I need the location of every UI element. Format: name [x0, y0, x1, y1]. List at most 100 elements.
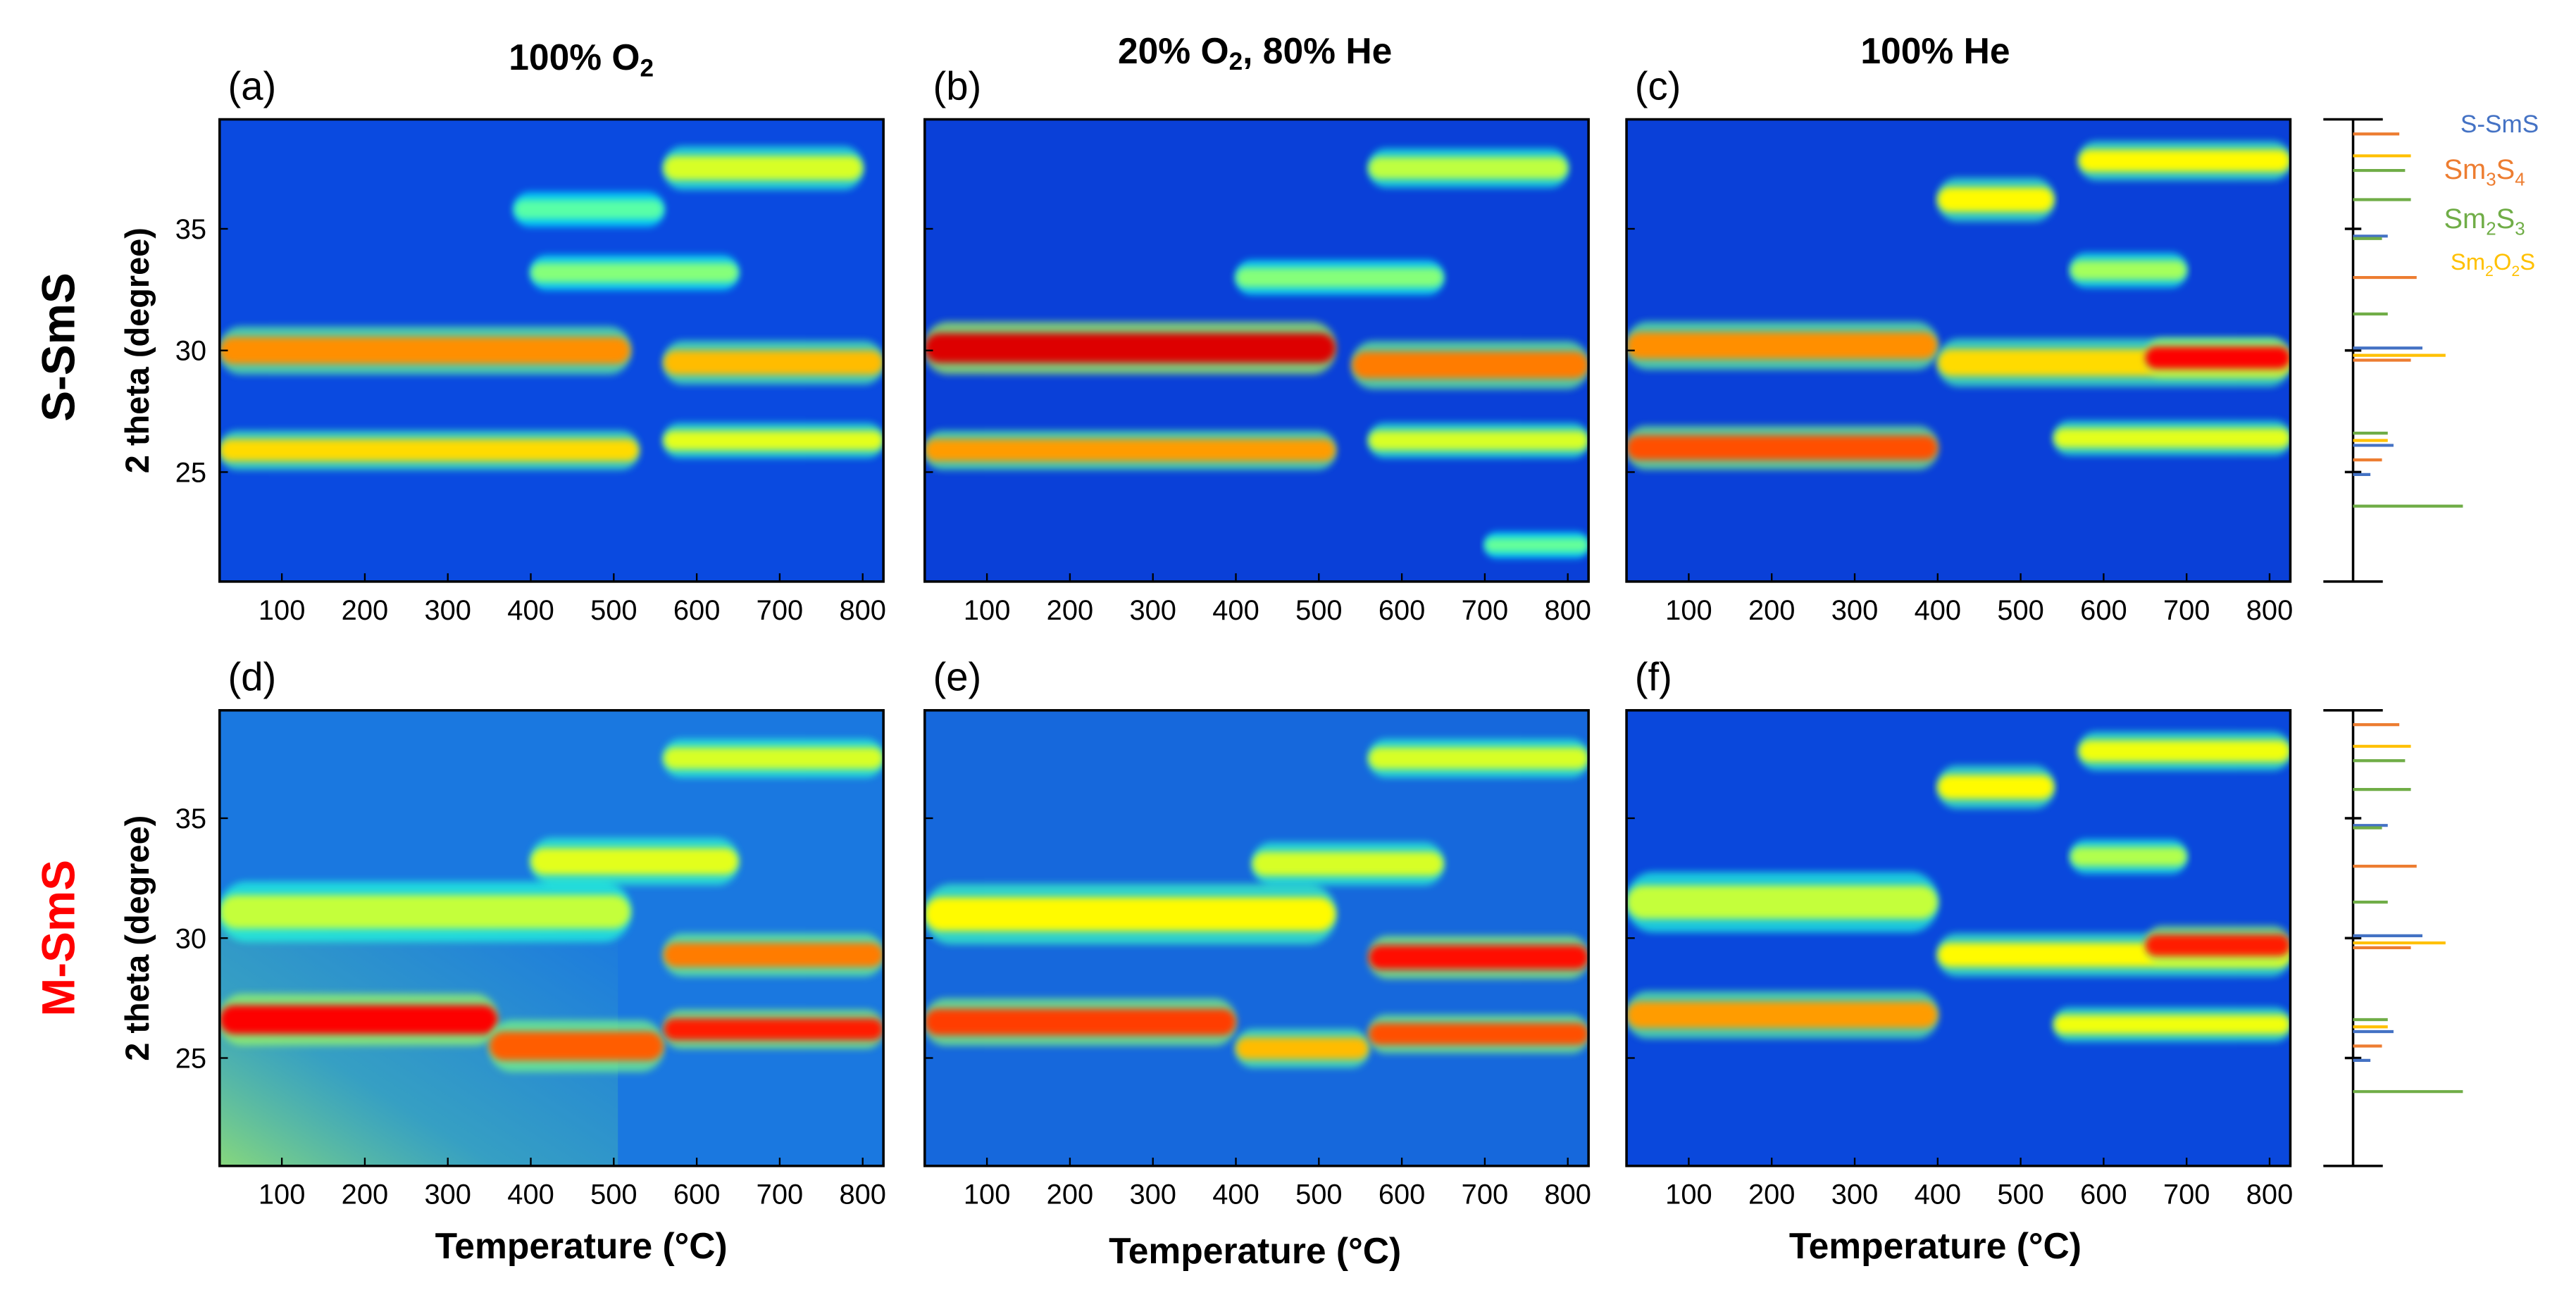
- diffraction-band: [1368, 157, 1568, 180]
- diffraction-band: [1368, 945, 1589, 970]
- diffraction-band: [663, 430, 884, 451]
- diffraction-band: [1236, 1037, 1369, 1060]
- x-tick-label: 200: [342, 595, 388, 626]
- diffraction-band: [1626, 1001, 1938, 1028]
- diffraction-band: [1937, 187, 2054, 212]
- panel-f: (f) 100 200 300 400 500 600 700 800: [1625, 655, 2293, 1210]
- diffraction-band: [663, 1018, 884, 1040]
- x-tick-label: 800: [2246, 1179, 2293, 1210]
- y-tick-label: 35: [175, 803, 206, 834]
- diffraction-band: [219, 1005, 498, 1034]
- x-tick-label: 400: [507, 595, 554, 626]
- diffraction-band: [1352, 351, 1589, 379]
- diffraction-band: [1368, 747, 1589, 770]
- diffraction-band: [2053, 428, 2291, 448]
- panel-c: (c) 100 200 300 400 500 600 700 800: [1625, 63, 2293, 626]
- x-tick-label: 200: [1047, 1179, 1093, 1210]
- diffraction-band: [514, 199, 664, 220]
- panel-id-label: (d): [228, 655, 277, 699]
- diffraction-band: [219, 894, 630, 929]
- diffraction-band: [1236, 268, 1444, 287]
- diffraction-band: [663, 156, 863, 180]
- diffraction-band: [924, 333, 1336, 363]
- diffraction-band: [2145, 346, 2291, 369]
- x-tick-label: 400: [1915, 595, 1961, 626]
- diffraction-band: [2145, 934, 2291, 956]
- column-header-2: 100% He: [1860, 30, 2010, 71]
- diffraction-band: [924, 897, 1336, 932]
- x-tick-label: 700: [2163, 595, 2210, 626]
- x-tick-label: 200: [342, 1179, 388, 1210]
- diffraction-band: [219, 439, 639, 461]
- diffraction-band: [924, 439, 1336, 461]
- panel-id-label: (b): [933, 63, 981, 108]
- x-tick-label: 600: [673, 595, 720, 626]
- diffraction-band: [489, 1032, 664, 1060]
- x-axis-title-0: Temperature (°C): [435, 1225, 728, 1266]
- x-tick-label: 300: [424, 1179, 471, 1210]
- x-tick-label: 500: [590, 595, 637, 626]
- x-tick-label: 400: [1212, 1179, 1259, 1210]
- diffraction-band: [663, 943, 884, 968]
- panel-id-label: (c): [1635, 63, 1681, 108]
- legend-label-s-sms: S-SmS: [2460, 111, 2539, 138]
- diffraction-band: [530, 848, 739, 875]
- row-label-1: M-SmS: [32, 860, 84, 1016]
- x-tick-label: 600: [673, 1179, 720, 1210]
- y-axis-title-0: 2 theta (degree): [119, 227, 156, 473]
- x-tick-label: 700: [757, 595, 803, 626]
- x-tick-label: 700: [2163, 1179, 2210, 1210]
- x-tick-label: 500: [1295, 1179, 1342, 1210]
- x-tick-label: 600: [2080, 1179, 2127, 1210]
- x-tick-label: 500: [1997, 1179, 2043, 1210]
- diffraction-band: [1252, 851, 1444, 876]
- reference-pattern-group: [2323, 118, 2463, 1168]
- x-tick-label: 100: [259, 1179, 305, 1210]
- diffraction-band: [1368, 430, 1589, 451]
- x-tick-label: 600: [1379, 595, 1425, 626]
- diffraction-band: [530, 263, 739, 282]
- x-tick-label: 800: [839, 1179, 885, 1210]
- x-tick-label: 100: [964, 595, 1010, 626]
- phase-legend: S-SmS Sm3S4 Sm2S3 Sm2O2S: [2444, 111, 2539, 280]
- x-tick-label: 500: [590, 1179, 637, 1210]
- diffraction-band: [1484, 537, 1589, 553]
- panel-d: (d) 100 200 300 400 500 600 700 800 25 30 35: [175, 655, 886, 1210]
- legend-label-sm2o2s: Sm2O2S: [2451, 249, 2535, 280]
- diffraction-band: [924, 1008, 1236, 1036]
- x-tick-label: 500: [1997, 595, 2043, 626]
- x-tick-label: 800: [1544, 1179, 1591, 1210]
- x-tick-label: 800: [1544, 595, 1591, 626]
- x-tick-label: 300: [424, 595, 471, 626]
- x-tick-label: 100: [259, 595, 305, 626]
- panel-b: (b) 100 200 300 400 500 600 700 800: [923, 63, 1591, 626]
- x-tick-label: 300: [1129, 595, 1176, 626]
- x-tick-label: 700: [757, 1179, 803, 1210]
- y-tick-label: 25: [175, 457, 206, 488]
- legend-label-sm3s4: Sm3S4: [2444, 154, 2525, 189]
- x-axis-title-2: Temperature (°C): [1789, 1225, 2082, 1266]
- column-header-0: 100% O2: [509, 37, 654, 82]
- x-tick-label: 600: [2080, 595, 2127, 626]
- diffraction-band: [2079, 740, 2291, 762]
- x-tick-label: 100: [1665, 595, 1712, 626]
- diffraction-band: [2053, 1015, 2291, 1034]
- x-tick-label: 700: [1462, 595, 1508, 626]
- y-tick-label: 35: [175, 214, 206, 245]
- x-tick-label: 800: [839, 595, 885, 626]
- x-tick-label: 400: [507, 1179, 554, 1210]
- x-tick-label: 600: [1379, 1179, 1425, 1210]
- x-tick-label: 400: [1212, 595, 1259, 626]
- diffraction-band: [2079, 149, 2291, 172]
- diffraction-band: [2070, 260, 2187, 280]
- diffraction-band: [1626, 332, 1938, 359]
- x-tick-label: 300: [1831, 595, 1878, 626]
- x-tick-label: 100: [1665, 1179, 1712, 1210]
- x-tick-label: 200: [1748, 1179, 1795, 1210]
- diffraction-band: [219, 337, 630, 364]
- y-tick-label: 30: [175, 336, 206, 367]
- y-tick-label: 25: [175, 1044, 206, 1075]
- x-tick-label: 200: [1047, 595, 1093, 626]
- x-tick-label: 300: [1831, 1179, 1878, 1210]
